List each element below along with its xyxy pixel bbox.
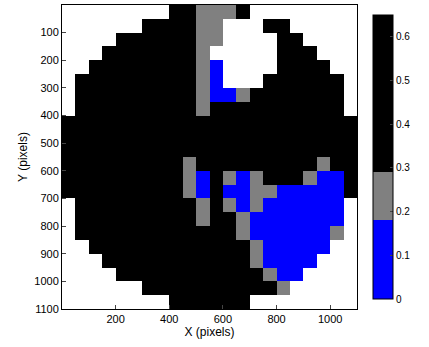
svg-text:800: 800 (40, 220, 58, 232)
svg-text:900: 900 (40, 248, 58, 260)
svg-text:X (pixels): X (pixels) (184, 325, 234, 339)
svg-text:200: 200 (106, 313, 124, 325)
svg-text:600: 600 (214, 313, 232, 325)
svg-text:100: 100 (40, 26, 58, 38)
svg-text:1000: 1000 (34, 275, 58, 287)
svg-text:0.6: 0.6 (396, 31, 410, 42)
svg-text:1100: 1100 (35, 303, 59, 315)
svg-text:600: 600 (40, 165, 58, 177)
svg-text:0: 0 (396, 294, 402, 305)
svg-text:Y (pixels): Y (pixels) (16, 132, 30, 182)
svg-text:0.3: 0.3 (396, 162, 410, 173)
svg-text:700: 700 (40, 192, 58, 204)
svg-text:200: 200 (40, 54, 58, 66)
svg-text:0.2: 0.2 (396, 206, 410, 217)
svg-text:400: 400 (160, 313, 178, 325)
svg-text:0.5: 0.5 (396, 75, 410, 86)
svg-text:400: 400 (40, 109, 58, 121)
svg-text:1000: 1000 (318, 313, 342, 325)
svg-text:0.1: 0.1 (396, 250, 410, 261)
svg-text:800: 800 (267, 313, 285, 325)
svg-text:500: 500 (40, 137, 58, 149)
svg-text:300: 300 (40, 82, 58, 94)
svg-text:0.4: 0.4 (396, 119, 410, 130)
